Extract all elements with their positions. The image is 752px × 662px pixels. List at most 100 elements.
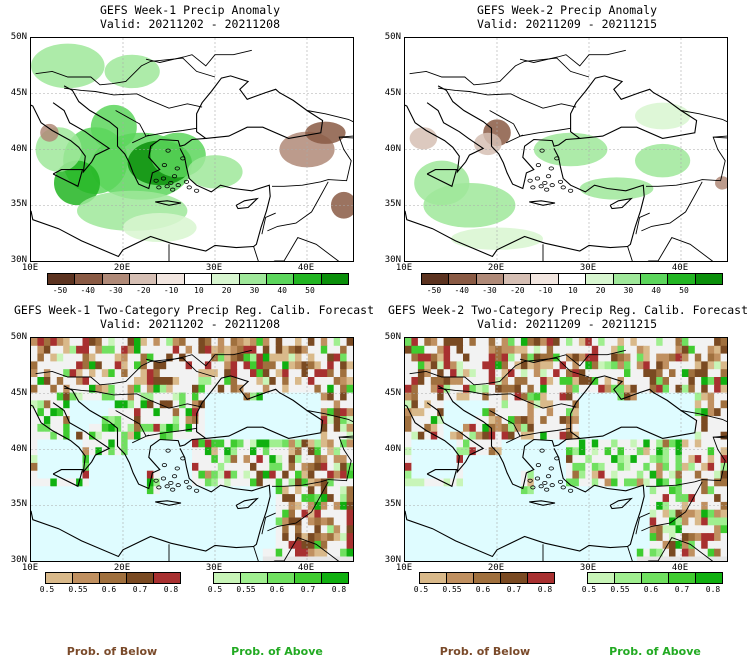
anomaly-map-svg (31, 38, 353, 261)
colorbar-tick-label: 0.7 (674, 585, 690, 594)
anomaly-shade (330, 191, 353, 219)
lat-tick-label: 40N (384, 443, 401, 454)
lon-tick-label: 10E (395, 563, 413, 573)
colorbar-swatch (130, 274, 158, 284)
lat-tick-label: 30N (10, 255, 27, 265)
colorbar-swatch (212, 274, 240, 284)
panel1-valid: Valid: 20211202 - 20211208 (99, 17, 280, 31)
colorbar-tick-label: -20 (510, 286, 525, 295)
colorbar-swatch (476, 274, 505, 284)
colorbar-swatch (588, 573, 615, 583)
colorbar-tick-label: -50 (52, 286, 68, 295)
panel4-valid: Valid: 20211209 - 20211215 (476, 317, 657, 331)
lat-tick-label: 50N (384, 332, 401, 342)
colorbar-swatch (531, 274, 559, 284)
colorbar-tick-label: 0.5 (581, 585, 597, 594)
map-panel-week1-probability (30, 337, 354, 562)
colorbar-tick-label: 0.55 (68, 585, 88, 594)
colorbar-tick-label: 0.55 (442, 585, 462, 594)
colorbar-swatch (102, 274, 131, 284)
colorbar-swatch (321, 274, 348, 284)
colorbar-swatch (266, 274, 295, 284)
colorbar-swatch (322, 573, 348, 583)
colorbar-swatch (73, 573, 100, 583)
anomaly-shade (104, 54, 160, 89)
map-panel-week2-probability (404, 337, 728, 562)
colorbar-tick-label: 0.5 (39, 585, 55, 594)
colorbar-tick-label: 0.8 (537, 585, 553, 594)
anomaly-colorbar-week2 (421, 273, 723, 285)
colorbar-tick-label: 0.55 (236, 585, 256, 594)
lon-tick-label: 40E (671, 563, 689, 573)
panel1-title: GEFS Week-1 Precip Anomaly (99, 3, 280, 17)
prob-above-label-left: Prob. of Above (231, 645, 323, 658)
lat-tick-label: 40N (384, 143, 401, 154)
colorbar-swatch (668, 274, 696, 284)
lon-tick-label: 40E (297, 563, 315, 573)
colorbar-tick-label: -10 (537, 286, 553, 295)
colorbar-swatch (214, 573, 241, 583)
anomaly-shade (31, 43, 105, 89)
colorbar-swatch (268, 573, 295, 583)
colorbar-swatch (501, 573, 528, 583)
colorbar-swatch (640, 274, 669, 284)
anomaly-shade (40, 123, 59, 142)
colorbar-swatch (504, 274, 532, 284)
map-panel-week1-anomaly (30, 37, 354, 262)
anomaly-shade (715, 176, 727, 190)
anomaly-shade (123, 213, 197, 243)
colorbar-swatch (474, 573, 501, 583)
colorbar-tick-label: 0.7 (300, 585, 316, 594)
anomaly-map-svg (405, 38, 727, 261)
panel3-title: GEFS Week-1 Two-Category Precip Reg. Cal… (14, 303, 375, 317)
above-colorbar-week1 (213, 572, 349, 584)
colorbar-tick-label: -10 (163, 286, 179, 295)
colorbar-tick-label: 0.5 (207, 585, 223, 594)
anomaly-shade (409, 127, 438, 150)
probability-map-svg (31, 338, 353, 561)
colorbar-tick-label: 0.6 (475, 585, 491, 594)
lat-tick-label: 30N (10, 555, 27, 565)
prob-below-label-right: Prob. of Below (439, 645, 531, 658)
colorbar-swatch (669, 573, 696, 583)
colorbar-swatch (127, 573, 154, 583)
colorbar-tick-label: 40 (651, 286, 661, 295)
colorbar-swatch (46, 573, 73, 583)
colorbar-tick-label: 0.8 (705, 585, 721, 594)
anomaly-shade (90, 104, 137, 150)
anomaly-shade (474, 132, 502, 156)
colorbar-swatch (295, 573, 322, 583)
lat-tick-label: 35N (10, 499, 27, 510)
colorbar-swatch (184, 274, 213, 284)
colorbar-swatch (449, 274, 477, 284)
lon-tick-label: 20E (487, 563, 505, 573)
colorbar-tick-label: -30 (108, 286, 123, 295)
panel3-valid: Valid: 20211202 - 20211208 (99, 317, 280, 331)
colorbar-swatch (294, 274, 322, 284)
panel2-valid: Valid: 20211209 - 20211215 (476, 17, 657, 31)
colorbar-swatch (615, 573, 642, 583)
colorbar-tick-label: 40 (277, 286, 287, 295)
probability-map-svg (405, 338, 727, 561)
colorbar-swatch (696, 573, 722, 583)
lon-tick-label: 40E (671, 263, 689, 273)
lat-tick-label: 45N (384, 387, 401, 398)
lon-tick-label: 10E (21, 563, 39, 573)
lat-tick-label: 35N (384, 199, 401, 210)
anomaly-shade (305, 121, 346, 144)
lat-tick-label: 50N (10, 32, 27, 42)
colorbar-swatch (239, 274, 267, 284)
colorbar-tick-label: -40 (80, 286, 95, 295)
lat-tick-label: 30N (384, 555, 401, 565)
lat-tick-label: 35N (10, 199, 27, 210)
colorbar-tick-label: 30 (249, 286, 260, 295)
lon-tick-label: 20E (487, 263, 505, 273)
lat-tick-label: 45N (10, 87, 27, 98)
lon-tick-label: 30E (579, 563, 597, 573)
colorbar-swatch (48, 274, 76, 284)
colorbar-tick-label: 20 (595, 286, 606, 295)
above-colorbar-week2 (587, 572, 723, 584)
lat-tick-label: 40N (10, 143, 27, 154)
colorbar-swatch (154, 573, 180, 583)
